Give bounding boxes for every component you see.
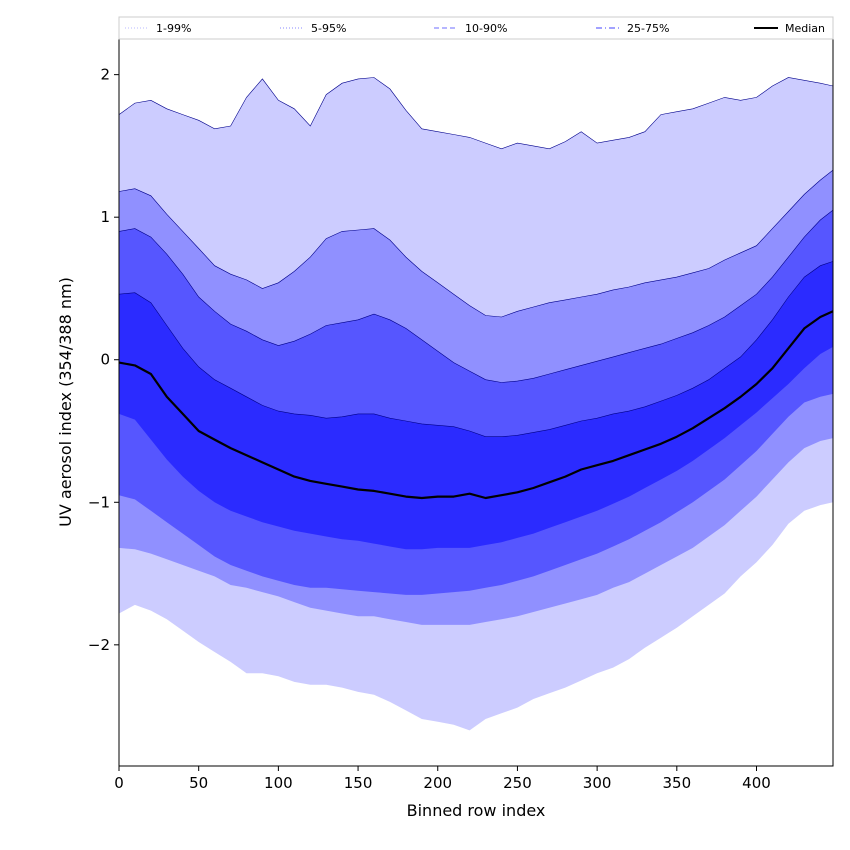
y-axis-label: UV aerosol index (354/388 nm) xyxy=(56,277,75,527)
y-tick-label: 0 xyxy=(100,351,110,369)
y-tick-label: −1 xyxy=(88,493,110,511)
y-axis: −2 −1 0 1 2 xyxy=(88,66,119,654)
x-tick-label: 250 xyxy=(503,774,532,792)
legend-label-Median: Median xyxy=(785,22,825,35)
x-tick-label: 400 xyxy=(742,774,771,792)
band-1-99-upper-edge xyxy=(118,77,834,150)
legend-label-10-90: 10-90% xyxy=(465,22,507,35)
legend-box xyxy=(118,16,834,40)
median-line xyxy=(118,310,834,500)
x-tick-label: 200 xyxy=(423,774,452,792)
x-tick-label: 300 xyxy=(583,774,612,792)
y-tick-label: −2 xyxy=(88,636,110,654)
band-10-90-upper-edge xyxy=(118,209,834,383)
legend: 1-99% 5-95% 10-90% 25-75% Median xyxy=(118,16,834,40)
median-layer xyxy=(118,310,834,500)
x-tick-label: 50 xyxy=(189,774,208,792)
x-axis-label: Binned row index xyxy=(407,801,546,820)
band-25-75-upper-edge xyxy=(118,261,834,437)
x-axis: 0 50 100 150 200 250 300 350 400 xyxy=(114,766,771,792)
y-tick-label: 2 xyxy=(100,66,110,84)
x-tick-label: 350 xyxy=(662,774,691,792)
x-tick-label: 100 xyxy=(264,774,293,792)
y-tick-label: 1 xyxy=(100,208,110,226)
band-5-95-upper-edge xyxy=(118,169,834,318)
percentile-bands xyxy=(118,77,834,731)
legend-label-5-95: 5-95% xyxy=(311,22,346,35)
x-tick-label: 150 xyxy=(344,774,373,792)
x-tick-label: 0 xyxy=(114,774,124,792)
legend-label-1-99: 1-99% xyxy=(156,22,191,35)
legend-label-25-75: 25-75% xyxy=(627,22,669,35)
